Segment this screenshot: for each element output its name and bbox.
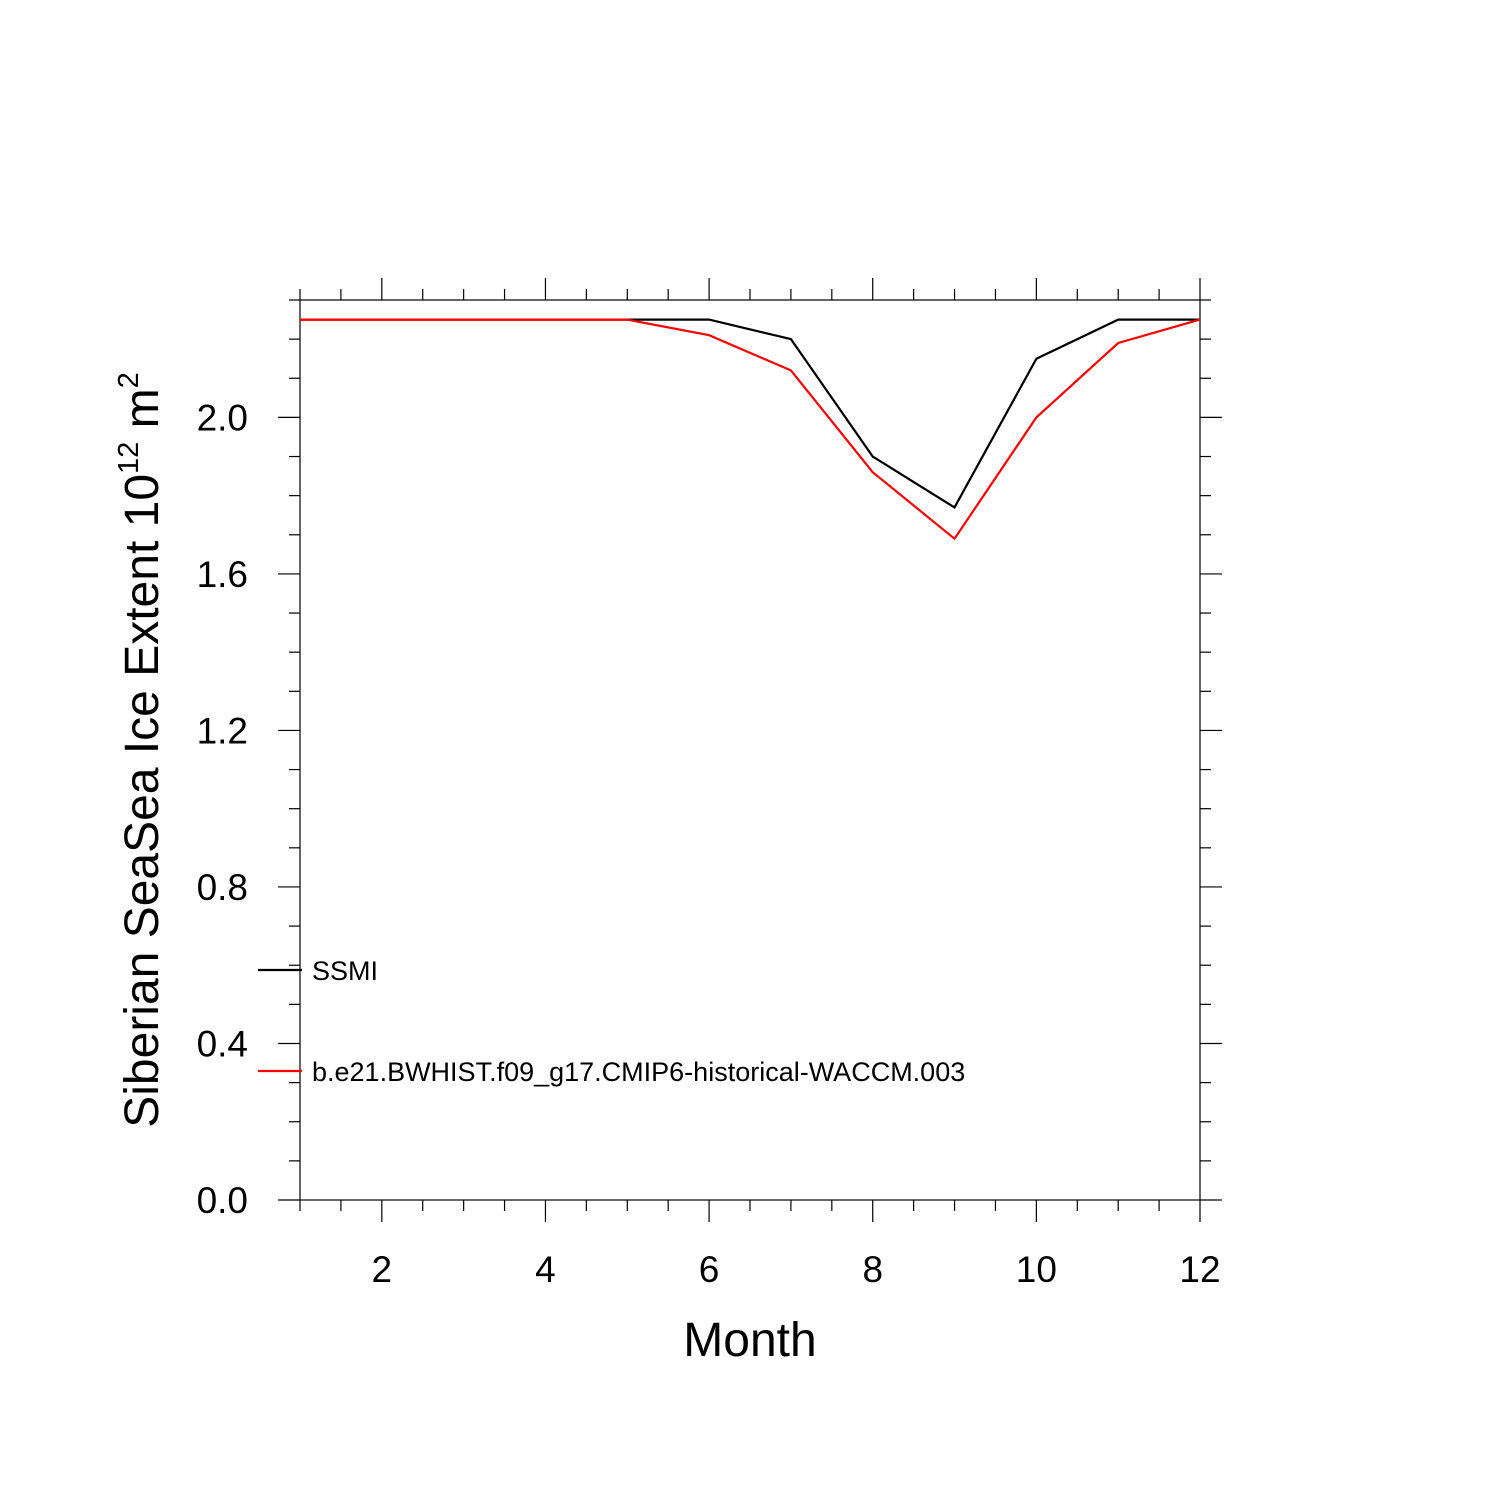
legend-label: b.e21.BWHIST.f09_g17.CMIP6-historical-WA… bbox=[312, 1057, 965, 1087]
x-tick-label: 6 bbox=[699, 1249, 720, 1290]
y-axis-title: Siberian SeaSea Ice Extent 1012 m2 bbox=[113, 372, 169, 1128]
y-tick-label: 1.6 bbox=[197, 554, 248, 595]
series-line-2 bbox=[300, 318, 1201, 541]
x-tick-label: 2 bbox=[372, 1249, 393, 1290]
legend: SSMI b.e21.BWHIST.f09_g17.CMIP6-historica… bbox=[258, 956, 965, 1087]
x-axis-title: Month bbox=[683, 1314, 816, 1367]
x-tick-label: 4 bbox=[535, 1249, 556, 1290]
series-lines bbox=[300, 318, 1201, 541]
x-tick-label: 10 bbox=[1016, 1249, 1057, 1290]
tick-labels: 2 4 6 8 10 12 0.0 0.4 0.8 1.2 1.6 2.0 bbox=[197, 397, 1221, 1290]
y-tick-label: 2.0 bbox=[197, 397, 248, 438]
y-axis-title-unit: m bbox=[116, 388, 169, 441]
y-axis-title-main: Siberian SeaSea Ice Extent 10 bbox=[116, 474, 169, 1128]
axis-ticks bbox=[278, 278, 1222, 1222]
legend-label: SSMI bbox=[312, 956, 378, 986]
y-tick-label: 1.2 bbox=[197, 710, 248, 751]
y-axis-title-unit-exponent: 2 bbox=[113, 372, 145, 388]
y-axis-title-exponent: 12 bbox=[113, 442, 145, 474]
x-tick-label: 12 bbox=[1179, 1249, 1220, 1290]
series-line-1 bbox=[300, 318, 1200, 509]
x-tick-label: 8 bbox=[862, 1249, 883, 1290]
y-tick-label: 0.8 bbox=[197, 867, 248, 908]
y-tick-label: 0.4 bbox=[197, 1023, 248, 1064]
y-tick-label: 0.0 bbox=[197, 1180, 248, 1221]
